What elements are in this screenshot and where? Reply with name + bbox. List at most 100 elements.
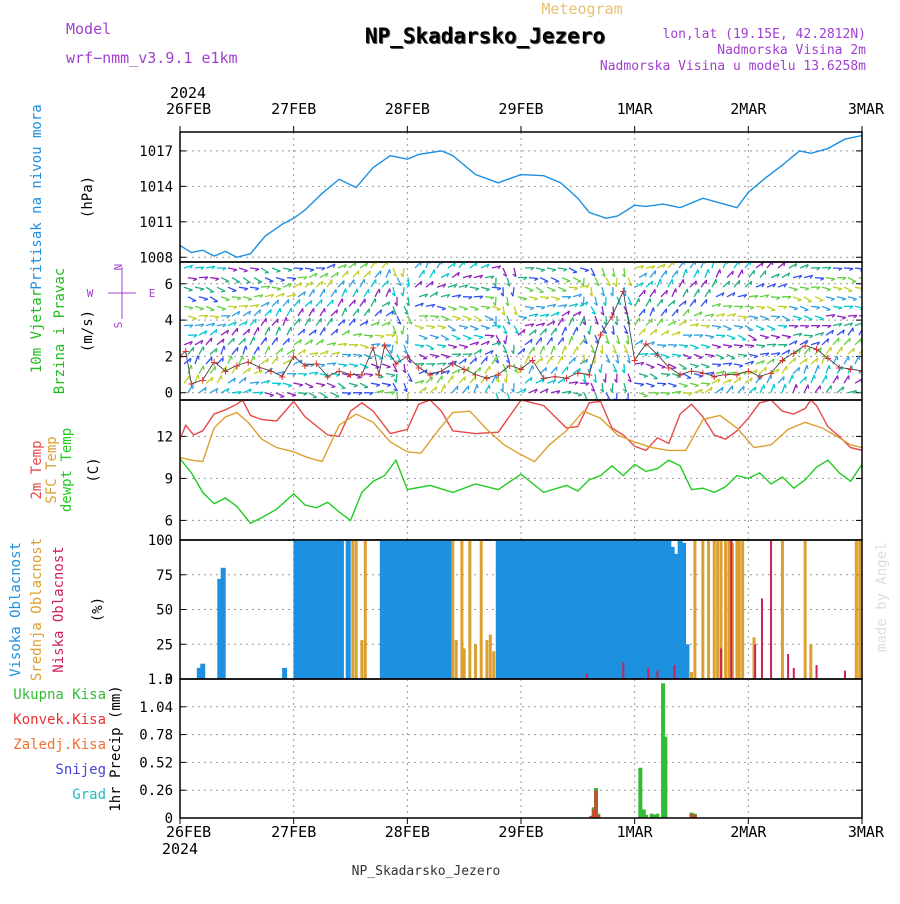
wind-barb xyxy=(822,375,826,383)
wind-barb xyxy=(338,299,342,307)
wind-speed-point: + xyxy=(540,371,547,385)
wind-barb xyxy=(338,383,345,388)
x-tick-label-top: 29FEB xyxy=(498,100,543,118)
wind-barb xyxy=(789,306,798,308)
x-tick-label-bottom: 2MAR xyxy=(730,823,767,841)
wind-barb xyxy=(844,287,852,291)
wind-barb xyxy=(734,364,743,366)
wind-barb xyxy=(679,383,688,386)
wind-barb-head xyxy=(226,300,230,301)
cloud-bar-1 xyxy=(616,540,621,679)
x-tick-label-top: 26FEB xyxy=(166,100,211,118)
wind-barb-head xyxy=(442,309,446,310)
wind-barb xyxy=(441,316,449,320)
wind-speed-point: + xyxy=(642,337,649,351)
wind-barb xyxy=(188,316,197,318)
wind-barb xyxy=(452,316,461,319)
wind-barb-head xyxy=(573,317,574,321)
wind-barb xyxy=(661,354,670,357)
cloud-bar-3 xyxy=(754,644,756,679)
wind-barb-head xyxy=(720,358,724,359)
wind-barb xyxy=(437,345,446,346)
cloud-bar-1 xyxy=(559,540,564,679)
cloud-bar-2 xyxy=(781,540,784,679)
wind-speed-point: + xyxy=(836,360,843,374)
wind-barb-head xyxy=(453,309,457,310)
wind-barb-head xyxy=(534,299,538,301)
y-tick-label: 9 xyxy=(165,471,173,487)
wind-barb-head xyxy=(200,309,204,310)
wind-speed-point: + xyxy=(461,362,468,376)
wind-barb xyxy=(782,384,785,392)
wind-barb xyxy=(525,287,533,290)
wind-barb-head xyxy=(798,300,802,301)
wind-barb xyxy=(690,345,698,348)
wind-barb xyxy=(859,297,868,299)
wind-barb-head xyxy=(189,290,193,291)
wind-speed-point: + xyxy=(586,368,593,382)
wind-barb-head xyxy=(850,338,851,342)
wind-barb-head xyxy=(565,346,566,350)
wind-barb xyxy=(305,268,314,270)
wind-barb-head xyxy=(477,384,478,388)
wind-speed-point: + xyxy=(381,339,388,353)
wind-barb xyxy=(206,287,214,292)
wind-barb xyxy=(430,354,439,356)
cloud-bar-3 xyxy=(720,648,722,679)
wind-barb xyxy=(848,297,857,299)
wind-barb xyxy=(569,287,578,288)
wind-barb xyxy=(562,346,565,354)
wind-barb xyxy=(283,383,292,385)
wind-barb xyxy=(463,316,471,319)
wind-barb-head xyxy=(424,338,428,339)
wind-barb xyxy=(254,327,258,335)
wind-barb xyxy=(558,287,566,291)
wind-barb-head xyxy=(435,356,439,358)
cloud-bar-2 xyxy=(724,540,727,679)
wind-barb xyxy=(360,345,369,347)
wind-barb xyxy=(403,326,404,335)
wind-barb xyxy=(254,278,262,283)
wind-barb xyxy=(243,297,252,299)
wind-barb xyxy=(558,318,563,326)
cloud-bar-2 xyxy=(693,540,696,679)
wind-barb xyxy=(573,393,582,395)
wind-barb xyxy=(650,374,657,379)
wind-barb-head xyxy=(291,327,292,331)
wind-barb xyxy=(822,306,830,309)
wind-barb-head xyxy=(828,339,829,343)
wind-barb xyxy=(811,375,814,383)
y-axis-label: Niska Oblacnost xyxy=(51,546,67,672)
wind-barb xyxy=(481,306,490,307)
y-tick-label: 2 xyxy=(165,349,173,365)
wind-barb xyxy=(815,365,818,373)
wind-barb xyxy=(672,354,681,355)
wind-barb xyxy=(529,297,538,299)
panel-frame xyxy=(180,679,862,818)
cloud-bar-1 xyxy=(425,540,430,679)
wind-barb xyxy=(690,299,695,306)
wind-barb-head xyxy=(842,299,846,300)
wind-barb xyxy=(547,337,552,344)
wind-barb xyxy=(316,318,321,325)
y-tick-label: 1.04 xyxy=(139,700,173,716)
wind-barb-head xyxy=(729,281,730,285)
wind-barb xyxy=(283,317,286,325)
wind-barb xyxy=(276,308,280,316)
wind-barb xyxy=(815,385,820,392)
wind-barb-head xyxy=(766,367,767,371)
wind-barb xyxy=(639,374,648,377)
wind-barb xyxy=(782,366,787,374)
plot-area-precip xyxy=(589,683,696,818)
wind-barb-head xyxy=(566,281,570,282)
wind-barb-head xyxy=(269,346,270,350)
wind-barb xyxy=(782,316,790,320)
wind-barb xyxy=(188,297,196,301)
cloud-bar-2 xyxy=(355,540,358,679)
model-elevation-label: Nadmorska Visina u modelu 13.6258m xyxy=(600,59,866,74)
wind-barb xyxy=(320,327,325,335)
y-tick-label: 1.3 xyxy=(148,672,173,688)
pressure-line xyxy=(180,136,862,258)
cloud-bar-2 xyxy=(485,640,488,679)
